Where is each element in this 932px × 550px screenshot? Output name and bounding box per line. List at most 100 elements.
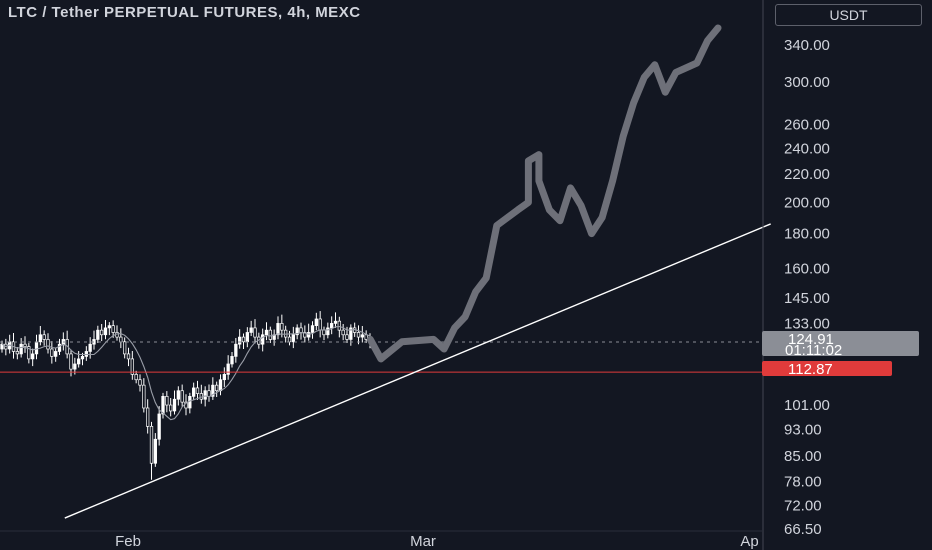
candle[interactable]	[77, 350, 81, 368]
candle-body	[230, 356, 234, 365]
candle[interactable]	[234, 338, 238, 363]
candle[interactable]	[238, 329, 242, 349]
moving-average-line	[1, 325, 371, 421]
candle-body	[100, 329, 104, 336]
candle[interactable]	[280, 314, 284, 338]
candle[interactable]	[153, 433, 157, 467]
candle[interactable]	[264, 322, 269, 341]
candle[interactable]	[111, 320, 115, 338]
price-tick-label: 93.00	[784, 422, 822, 439]
candle-body	[222, 374, 226, 381]
price-axis[interactable]: 340.00 300.00 260.00 240.00 220.00 200.00 180.…	[784, 37, 830, 538]
candle-body	[138, 379, 142, 386]
candle[interactable]	[333, 312, 338, 328]
price-tick-label: 220.00	[784, 166, 830, 183]
candle-body	[337, 320, 341, 331]
candle[interactable]	[211, 377, 215, 400]
candle[interactable]	[241, 333, 246, 350]
candle[interactable]	[84, 346, 88, 361]
candle[interactable]	[249, 320, 253, 337]
candle[interactable]	[100, 324, 104, 342]
candle[interactable]	[161, 392, 165, 419]
candle[interactable]	[46, 333, 50, 354]
candle-body	[188, 396, 192, 409]
candle[interactable]	[165, 391, 169, 413]
candle[interactable]	[330, 316, 334, 335]
candle[interactable]	[123, 337, 127, 359]
candle-body	[333, 320, 338, 324]
price-tick-label: 72.00	[784, 497, 822, 514]
candle[interactable]	[146, 399, 150, 434]
price-tick-label: 340.00	[784, 37, 830, 54]
candle[interactable]	[15, 347, 19, 360]
candle[interactable]	[27, 343, 31, 364]
candle-body	[299, 327, 303, 333]
last-price-tag-background	[762, 331, 919, 356]
candle[interactable]	[291, 326, 295, 349]
candle[interactable]	[180, 384, 184, 407]
candle[interactable]	[157, 406, 161, 446]
candle[interactable]	[54, 347, 58, 362]
candle[interactable]	[126, 347, 131, 367]
candle[interactable]	[38, 326, 42, 346]
candle[interactable]	[130, 350, 134, 380]
candle[interactable]	[226, 355, 230, 380]
candle-body	[211, 384, 215, 397]
price-tick-label: 200.00	[784, 194, 830, 211]
candle[interactable]	[253, 319, 257, 344]
currency-selector[interactable]: USDT	[775, 4, 922, 26]
candle[interactable]	[341, 324, 345, 341]
candle-body	[234, 343, 238, 357]
candle[interactable]	[360, 326, 364, 343]
candle[interactable]	[195, 380, 200, 400]
candle[interactable]	[307, 323, 311, 341]
candle-body	[80, 356, 85, 360]
candle[interactable]	[172, 390, 177, 415]
countdown-timer: 01:11:02	[785, 342, 842, 359]
candle-body	[349, 327, 353, 340]
price-tick-label: 160.00	[784, 261, 830, 278]
candle[interactable]	[57, 338, 62, 356]
candle[interactable]	[0, 340, 4, 353]
candle[interactable]	[23, 336, 27, 353]
projection-path[interactable]	[366, 24, 722, 363]
time-axis[interactable]: Feb Mar Ap	[115, 533, 759, 550]
candle[interactable]	[31, 348, 35, 367]
candle[interactable]	[138, 374, 142, 392]
candle[interactable]	[295, 324, 299, 340]
candle[interactable]	[176, 386, 180, 406]
candle-body	[180, 390, 184, 403]
candle-body	[218, 379, 223, 392]
candle[interactable]	[326, 322, 330, 339]
candle[interactable]	[314, 312, 318, 331]
candle[interactable]	[107, 322, 111, 336]
candle-body	[161, 396, 165, 415]
candle[interactable]	[169, 398, 173, 417]
candle[interactable]	[96, 325, 100, 344]
candle[interactable]	[88, 337, 92, 359]
candle[interactable]	[149, 421, 154, 480]
price-tick-label: 85.00	[784, 448, 822, 465]
candle[interactable]	[134, 370, 138, 384]
candle[interactable]	[261, 328, 265, 352]
candle[interactable]	[42, 330, 46, 346]
candle-body	[0, 343, 4, 350]
candle[interactable]	[268, 326, 272, 344]
candle-body	[46, 339, 50, 350]
candle[interactable]	[230, 351, 234, 368]
candle-body	[330, 323, 334, 329]
price-tick-label: 300.00	[784, 74, 830, 91]
candle[interactable]	[142, 378, 146, 413]
candle[interactable]	[276, 316, 280, 340]
candle[interactable]	[103, 319, 108, 340]
candle[interactable]	[222, 367, 226, 387]
candle-body	[245, 332, 249, 343]
candle[interactable]	[356, 325, 361, 345]
trendline[interactable]	[64, 223, 771, 519]
candle[interactable]	[215, 381, 219, 398]
candle[interactable]	[192, 382, 196, 400]
candle[interactable]	[310, 321, 315, 339]
candle-body	[126, 353, 131, 360]
candle[interactable]	[50, 341, 54, 364]
